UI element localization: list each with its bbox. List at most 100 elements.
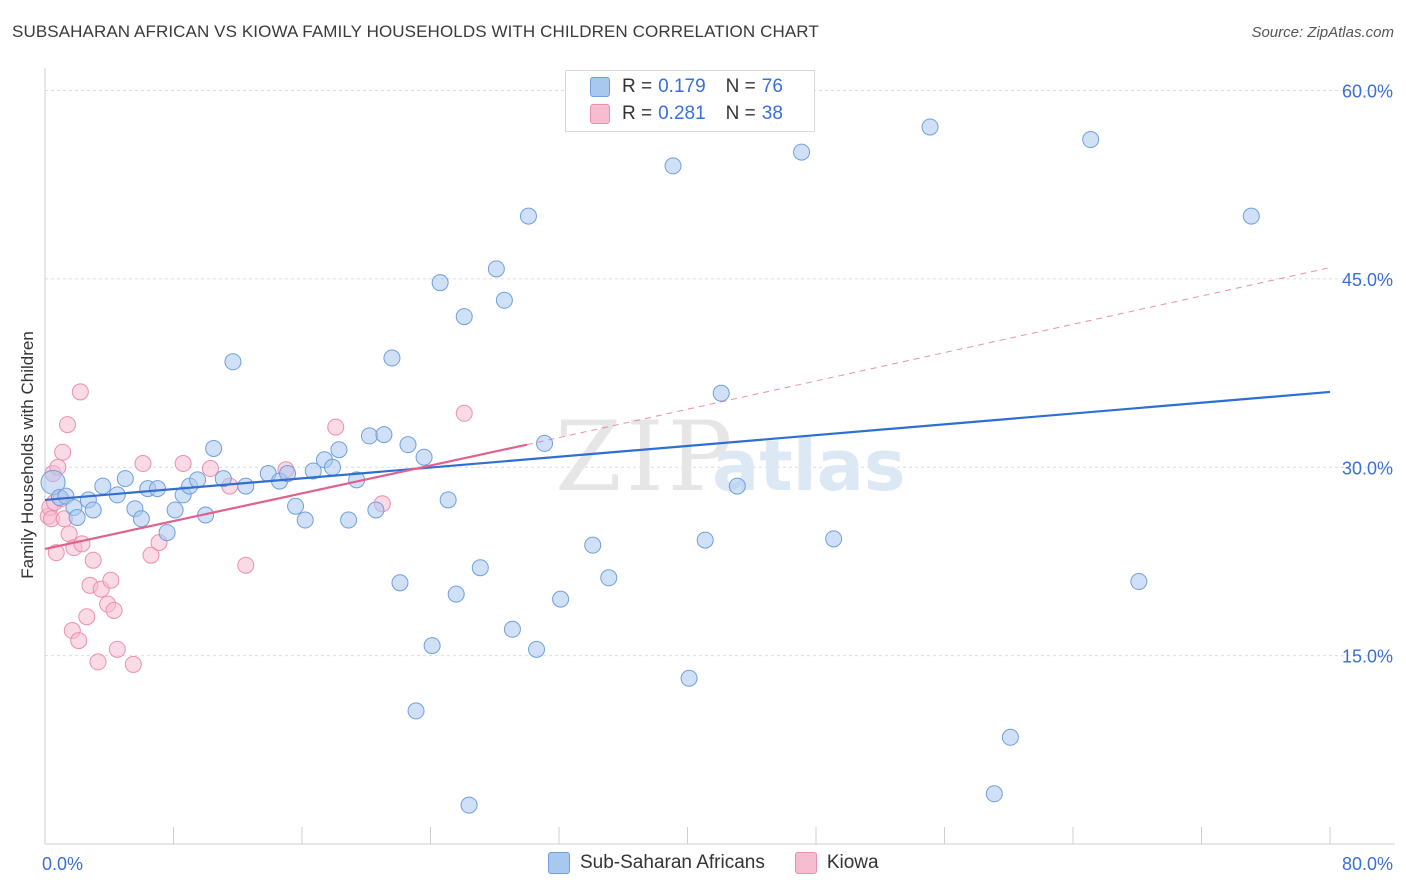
kiowa-point	[71, 383, 89, 401]
subsaharan-point	[94, 477, 112, 495]
subsaharan-point	[793, 143, 811, 161]
kiowa-point	[174, 455, 192, 473]
subsaharan-point	[116, 470, 134, 488]
subsaharan-point	[340, 511, 358, 529]
subsaharan-point	[383, 349, 401, 367]
subsaharan-point	[148, 480, 166, 498]
subsaharan-point	[600, 569, 618, 587]
kiowa-point	[58, 416, 76, 434]
subsaharan-point	[224, 353, 242, 371]
watermark: ZIP atlas	[555, 401, 906, 513]
kiowa-point	[73, 535, 91, 553]
kiowa-point	[455, 404, 473, 422]
kiowa-trend-line	[44, 443, 528, 550]
subsaharan-point	[324, 458, 342, 476]
legend-r-value: 0.179	[658, 76, 706, 97]
subsaharan-point	[460, 796, 478, 814]
subsaharan-point	[495, 291, 513, 309]
subsaharan-point	[584, 536, 602, 554]
subsaharan-point	[447, 585, 465, 603]
kiowa-point	[142, 546, 160, 564]
legend-r-value: 0.281	[658, 103, 706, 124]
legend-r-label: R =	[622, 103, 653, 124]
legend-row-subsaharan: R = 0.179 N = 76	[590, 75, 783, 99]
kiowa-point	[105, 601, 123, 619]
subsaharan-point	[696, 531, 714, 549]
y-tick-label: 60.0%	[1342, 82, 1393, 102]
subsaharan-point	[471, 559, 489, 577]
subsaharan-point	[367, 501, 385, 519]
legend-n-value: 76	[761, 76, 783, 97]
kiowa-point	[47, 544, 65, 562]
kiowa-point	[124, 655, 142, 673]
legend-label-subsaharan: Sub-Saharan Africans	[580, 852, 765, 873]
subsaharan-point	[415, 448, 433, 466]
subsaharan-point	[375, 426, 393, 444]
kiowa-point	[108, 640, 126, 658]
subsaharan-point	[455, 308, 473, 326]
subsaharan-point	[279, 465, 297, 483]
subsaharan-trend-line	[44, 390, 1331, 502]
subsaharan-point	[237, 477, 255, 495]
legend-n-label: N =	[725, 103, 756, 124]
kiowa-point	[54, 443, 72, 461]
subsaharan-point	[825, 530, 843, 548]
legend-swatch-pink	[794, 852, 817, 874]
legend-item-kiowa[interactable]: Kiowa	[794, 852, 879, 874]
subsaharan-point	[712, 384, 730, 402]
subsaharan-point	[214, 470, 232, 488]
subsaharan-point	[189, 471, 207, 489]
subsaharan-point	[158, 524, 176, 542]
y-tick-label: 45.0%	[1342, 270, 1393, 290]
subsaharan-point	[423, 637, 441, 655]
kiowa-points	[39, 383, 473, 673]
kiowa-point	[102, 571, 120, 589]
axes	[44, 68, 1395, 845]
subsaharan-point	[360, 427, 378, 445]
kiowa-point	[70, 632, 88, 650]
subsaharan-point	[487, 260, 505, 278]
trend-lines	[44, 267, 1331, 550]
kiowa-point	[327, 418, 345, 436]
kiowa-point	[237, 556, 255, 574]
subsaharan-point	[166, 501, 184, 519]
legend-item-subsaharan[interactable]: Sub-Saharan Africans	[548, 852, 765, 874]
subsaharan-point	[536, 434, 554, 452]
chart-title: SUBSAHARAN AFRICAN VS KIOWA FAMILY HOUSE…	[12, 22, 819, 41]
kiowa-point	[134, 455, 152, 473]
subsaharan-point	[1130, 573, 1148, 591]
subsaharan-point	[552, 590, 570, 608]
legend-row-kiowa: R = 0.281 N = 38	[590, 102, 783, 126]
subsaharan-point	[391, 574, 409, 592]
subsaharan-point	[728, 477, 746, 495]
kiowa-point	[84, 551, 102, 569]
subsaharan-point	[287, 497, 305, 515]
chart-source: Source: ZipAtlas.com	[1251, 24, 1394, 41]
tick-labels: 15.0% 30.0% 45.0% 60.0% 0.0% 80.0%	[42, 82, 1393, 874]
subsaharan-point	[1001, 728, 1019, 746]
legend-r-label: R =	[622, 76, 653, 97]
subsaharan-point	[985, 785, 1003, 803]
subsaharan-point	[503, 620, 521, 638]
subsaharan-point	[1082, 131, 1100, 149]
subsaharan-point	[68, 509, 86, 527]
subsaharan-point	[304, 462, 322, 480]
stats-legend: R = 0.179 N = 76 R = 0.281 N = 38	[565, 70, 815, 132]
subsaharan-point	[330, 441, 348, 459]
subsaharan-point	[1242, 207, 1260, 225]
legend-label-kiowa: Kiowa	[826, 852, 879, 873]
x-tick-label: 80.0%	[1342, 854, 1393, 874]
legend-n-value: 38	[761, 103, 783, 124]
subsaharan-point	[431, 274, 449, 292]
y-tick-label: 15.0%	[1342, 647, 1393, 667]
watermark-zip: ZIP	[555, 401, 736, 513]
subsaharan-point	[680, 669, 698, 687]
kiowa-point	[89, 653, 107, 671]
legend-swatch-blue	[548, 852, 570, 874]
subsaharan-point	[664, 157, 682, 175]
subsaharan-point	[921, 118, 939, 136]
x-tick-label: 0.0%	[42, 854, 83, 874]
legend-n-label: N =	[725, 76, 756, 97]
kiowa-trend-extension	[526, 267, 1331, 446]
subsaharan-point	[399, 436, 417, 454]
